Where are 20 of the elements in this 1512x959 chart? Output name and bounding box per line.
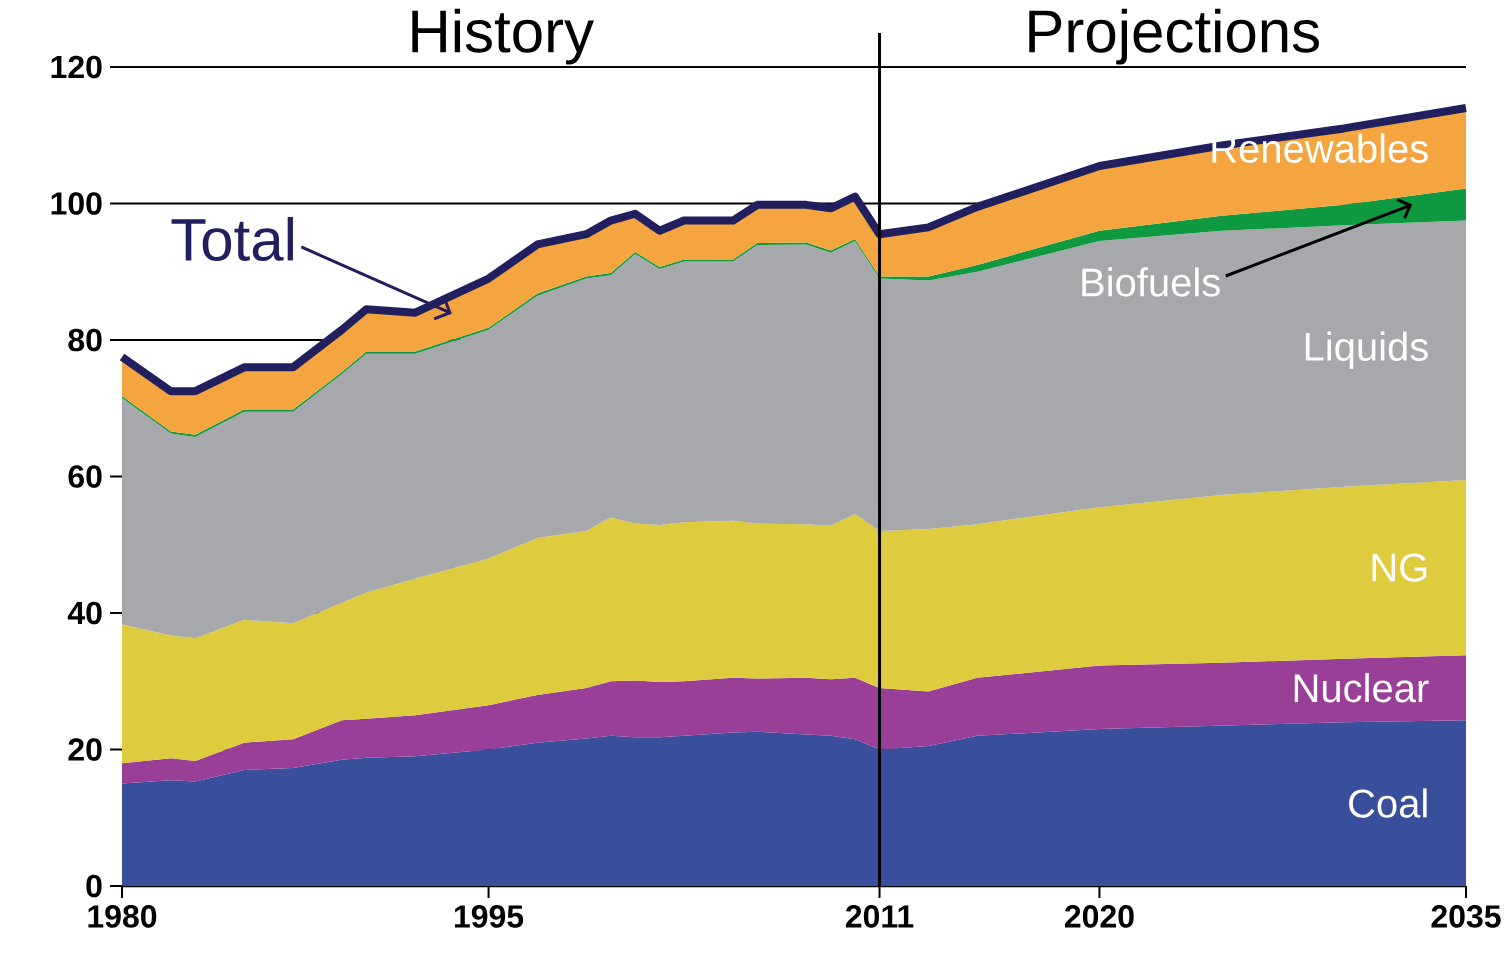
series-label: Total bbox=[171, 216, 293, 262]
y-tick-label: 60 bbox=[68, 465, 102, 488]
text: Projections bbox=[1029, 8, 1319, 65]
x-tick-label: 1980 bbox=[88, 905, 157, 928]
y-tick-label: 80 bbox=[68, 328, 102, 352]
x-tick-label: 1995 bbox=[454, 905, 524, 928]
series-label: Renewables bbox=[1212, 133, 1428, 163]
y-tick-label: 20 bbox=[68, 738, 102, 761]
y-tick-label: 120 bbox=[51, 55, 102, 79]
x-tick-label: 2020 bbox=[1064, 905, 1134, 928]
x-tick-label: 2011 bbox=[845, 905, 914, 928]
series-label: NG bbox=[1372, 553, 1427, 582]
series-label: Nuclear bbox=[1294, 673, 1429, 703]
x-tick-label: 2035 bbox=[1431, 905, 1501, 928]
y-tick-label: 0 bbox=[86, 874, 102, 898]
y-tick-label: 40 bbox=[67, 601, 102, 625]
series-label: Liquids bbox=[1305, 331, 1428, 369]
text: History bbox=[412, 8, 594, 65]
series-label: Biofuels bbox=[1082, 267, 1220, 297]
y-tick-label: 100 bbox=[51, 192, 102, 215]
